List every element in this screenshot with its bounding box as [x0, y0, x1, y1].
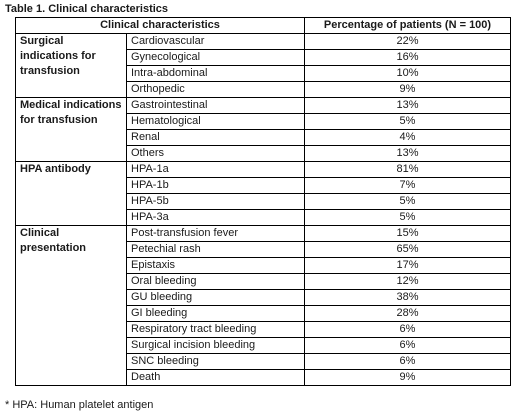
- percentage-cell: 7%: [304, 177, 511, 194]
- characteristic-cell: HPA-3a: [126, 209, 305, 226]
- percentage-cell: 13%: [304, 97, 511, 114]
- characteristic-cell: Oral bleeding: [126, 273, 305, 290]
- characteristic-cell: GU bleeding: [126, 289, 305, 306]
- header-percentage: Percentage of patients (N = 100): [304, 17, 511, 34]
- percentage-cell: 5%: [304, 193, 511, 210]
- table-row: Death 9%: [16, 369, 511, 386]
- characteristic-cell: HPA-1a: [126, 161, 305, 178]
- characteristic-cell: Petechial rash: [126, 241, 305, 258]
- characteristic-cell: HPA-1b: [126, 177, 305, 194]
- percentage-cell: 65%: [304, 241, 511, 258]
- table-body: Surgical indications for transfusion Card…: [15, 33, 511, 386]
- characteristic-cell: Gastrointestinal: [126, 97, 305, 114]
- percentage-cell: 6%: [304, 353, 511, 370]
- table-row: Medical indications for transfusion Gastr…: [15, 97, 511, 162]
- table-row: HPA-5b 5%: [16, 193, 511, 210]
- table-row: HPA-1b 7%: [16, 177, 511, 194]
- characteristic-cell: Epistaxis: [126, 257, 305, 274]
- header-row: Clinical characteristics Percentage of p…: [15, 17, 511, 34]
- header-clinical-characteristics: Clinical characteristics: [15, 17, 305, 34]
- characteristic-cell: SNC bleeding: [126, 353, 305, 370]
- characteristic-cell: Intra-abdominal: [126, 65, 305, 82]
- percentage-cell: 12%: [304, 273, 511, 290]
- table-row: SNC bleeding 6%: [16, 353, 511, 370]
- percentage-cell: 38%: [304, 289, 511, 306]
- percentage-cell: 28%: [304, 305, 511, 322]
- percentage-cell: 22%: [304, 33, 511, 50]
- table-row: Petechial rash 65%: [16, 241, 511, 258]
- percentage-cell: 16%: [304, 49, 511, 66]
- table-row: Epistaxis 17%: [16, 257, 511, 274]
- table-row: Renal 4%: [16, 129, 511, 146]
- characteristic-cell: Post-transfusion fever: [126, 225, 305, 242]
- group-label: HPA antibody: [15, 161, 127, 226]
- table-header: Clinical characteristics Percentage of p…: [15, 17, 511, 34]
- group-label: Clinical presentation: [15, 225, 127, 386]
- table-row: GU bleeding 38%: [16, 289, 511, 306]
- characteristic-cell: Cardiovascular: [126, 33, 305, 50]
- clinical-characteristics-table: Clinical characteristics Percentage of p…: [15, 17, 511, 386]
- percentage-cell: 9%: [304, 81, 511, 98]
- percentage-cell: 13%: [304, 145, 511, 162]
- percentage-cell: 9%: [304, 369, 511, 386]
- characteristic-cell: HPA-5b: [126, 193, 305, 210]
- percentage-cell: 6%: [304, 321, 511, 338]
- characteristic-cell: Gynecological: [126, 49, 305, 66]
- percentage-cell: 17%: [304, 257, 511, 274]
- table-row: HPA antibody HPA-1a 81%: [15, 161, 511, 226]
- characteristic-cell: Hematological: [126, 113, 305, 130]
- characteristic-cell: Respiratory tract bleeding: [126, 321, 305, 338]
- characteristic-cell: Renal: [126, 129, 305, 146]
- table-caption: Table 1. Clinical characteristics: [5, 3, 169, 15]
- characteristic-cell: Orthopedic: [126, 81, 305, 98]
- characteristic-cell: Surgical incision bleeding: [126, 337, 305, 354]
- percentage-cell: 10%: [304, 65, 511, 82]
- table-row: Surgical indications for transfusion Card…: [15, 33, 511, 98]
- characteristic-cell: GI bleeding: [126, 305, 305, 322]
- percentage-cell: 4%: [304, 129, 511, 146]
- characteristic-cell: Death: [126, 369, 305, 386]
- table-row: Orthopedic 9%: [16, 81, 511, 98]
- percentage-cell: 5%: [304, 113, 511, 130]
- percentage-cell: 6%: [304, 337, 511, 354]
- table-row: Clinical presentation Post-transfusion fe…: [15, 225, 511, 386]
- characteristic-cell: Others: [126, 145, 305, 162]
- group-label: Surgical indications for transfusion: [15, 33, 127, 98]
- percentage-cell: 15%: [304, 225, 511, 242]
- percentage-cell: 5%: [304, 209, 511, 226]
- percentage-cell: 81%: [304, 161, 511, 178]
- footnote: * HPA: Human platelet antigen: [5, 399, 154, 411]
- table-row: HPA-3a 5%: [16, 209, 511, 226]
- group-label: Medical indications for transfusion: [15, 97, 127, 162]
